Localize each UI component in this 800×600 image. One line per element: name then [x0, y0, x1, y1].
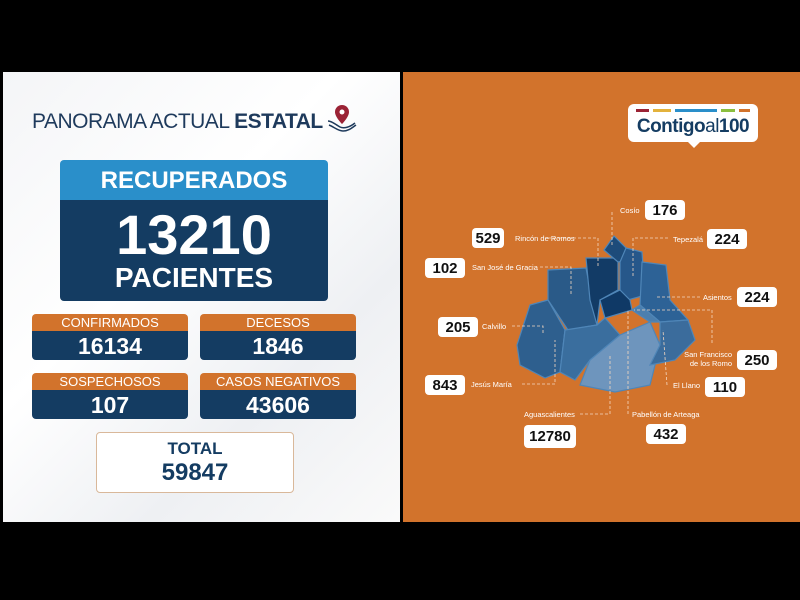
map-region-pabellon: [599, 289, 633, 319]
label-tepezala: Tepezalá: [673, 235, 704, 244]
value-jesus-maria: 843: [425, 375, 465, 395]
stat-card-decesos: DECESOS 1846: [200, 314, 356, 360]
label-el-llano: El Llano: [673, 381, 701, 390]
label-san-francisco-de-los-romo: San Francisco de los Romo: [684, 350, 732, 368]
page-title: PANORAMA ACTUAL ESTATAL: [32, 110, 323, 133]
label-asientos: Asientos: [703, 293, 732, 302]
value-rincon-de-romos: 529: [472, 228, 504, 248]
map-region-san-francisco: [630, 304, 662, 323]
callout-lines: [512, 212, 713, 415]
value-tepezala: 224: [707, 229, 747, 249]
map-region-el-llano: [648, 319, 696, 366]
value-san-francisco-de-los-romo: 250: [737, 350, 777, 370]
value-el-llano: 110: [705, 377, 745, 397]
value-aguascalientes: 12780: [524, 425, 576, 448]
stat-card-confirmados: CONFIRMADOS 16134: [32, 314, 188, 360]
value-cosio: 176: [645, 200, 685, 220]
label-san-jose-de-gracia: San José de Gracia: [472, 263, 538, 272]
value-asientos: 224: [737, 287, 777, 307]
recuperados-value: 13210: [116, 203, 272, 266]
total-card: TOTAL 59847: [96, 432, 294, 493]
label-aguascalientes: Aguascalientes: [524, 410, 575, 419]
label-rincon-de-romos: Rincón de Romos: [515, 234, 575, 243]
stat-card-sospechosos: SOSPECHOSOS 107: [32, 373, 188, 419]
map-region-aguascalientes: [579, 321, 661, 393]
label-cosio: Cosío: [620, 206, 640, 215]
value-pabellon-de-arteaga: 432: [646, 424, 686, 444]
label-jesus-maria: Jesús María: [471, 380, 512, 389]
recuperados-card: RECUPERADOS 13210 PACIENTES: [60, 160, 328, 301]
value-calvillo: 205: [438, 317, 478, 337]
stat-card-casos-negativos: CASOS NEGATIVOS 43606: [200, 373, 356, 419]
value-san-jose-de-gracia: 102: [425, 258, 465, 278]
label-calvillo: Calvillo: [482, 322, 507, 331]
location-pin-hand-icon: [327, 105, 357, 132]
contigo-al-100-logo: Contigoal100: [628, 104, 758, 148]
label-pabellon-de-arteaga: Pabellón de Arteaga: [632, 410, 700, 419]
